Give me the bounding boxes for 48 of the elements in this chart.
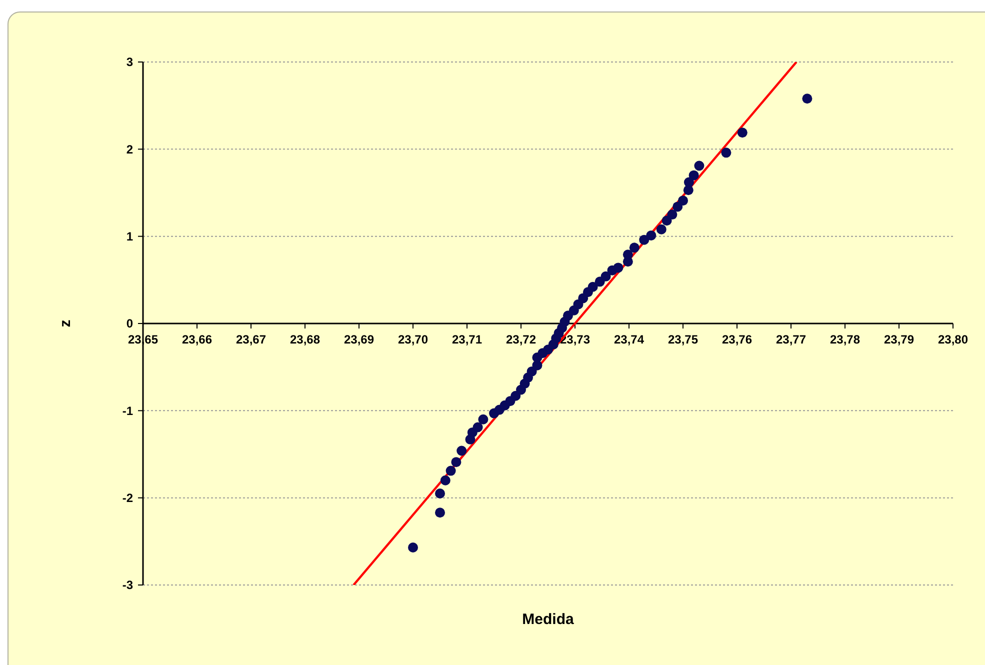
point xyxy=(667,210,678,220)
point xyxy=(622,250,633,260)
x-tick-label: 23,77 xyxy=(776,332,806,346)
point xyxy=(656,224,666,234)
x-tick-label: 23,75 xyxy=(668,332,698,346)
point xyxy=(678,196,688,206)
y-tick-label: 1 xyxy=(126,230,134,244)
x-tick-label: 23,80 xyxy=(938,332,968,346)
point xyxy=(451,457,462,468)
x-tick-label: 23,74 xyxy=(614,332,644,346)
point xyxy=(408,542,418,553)
y-tick-label: 3 xyxy=(126,55,134,70)
x-axis-title: Medida xyxy=(522,611,574,628)
point xyxy=(721,148,732,158)
point xyxy=(802,94,812,104)
point xyxy=(684,177,694,188)
point xyxy=(613,262,624,273)
y-tick-label: -2 xyxy=(122,491,134,506)
point xyxy=(588,282,598,292)
x-tick-label: 23,78 xyxy=(830,332,860,346)
x-tick-label: 23,69 xyxy=(344,332,374,346)
point xyxy=(737,128,748,138)
x-tick-label: 23,79 xyxy=(884,332,914,346)
point xyxy=(456,446,467,456)
x-tick-label: 23,67 xyxy=(236,332,266,346)
point xyxy=(629,242,640,253)
y-tick-label: -3 xyxy=(122,578,134,592)
point xyxy=(688,170,699,180)
x-tick-label: 23,76 xyxy=(722,332,752,346)
y-tick-label: 0 xyxy=(126,316,134,331)
point xyxy=(440,475,450,486)
x-tick-label: 23,68 xyxy=(290,332,320,346)
point xyxy=(646,230,656,240)
y-tick-label: -1 xyxy=(122,404,134,418)
point xyxy=(694,160,704,171)
point xyxy=(478,414,488,424)
x-tick-label: 23,71 xyxy=(452,332,482,346)
point xyxy=(435,508,445,518)
point xyxy=(446,466,456,476)
y-tick-label: 2 xyxy=(126,142,134,156)
point xyxy=(639,234,650,245)
point xyxy=(472,422,483,432)
point xyxy=(435,488,445,498)
x-tick-label: 23,72 xyxy=(506,332,536,346)
y-axis-title: z xyxy=(57,320,74,328)
x-tick-label: 23,70 xyxy=(398,332,428,346)
point xyxy=(600,271,611,282)
x-tick-label: 23,66 xyxy=(182,332,212,346)
